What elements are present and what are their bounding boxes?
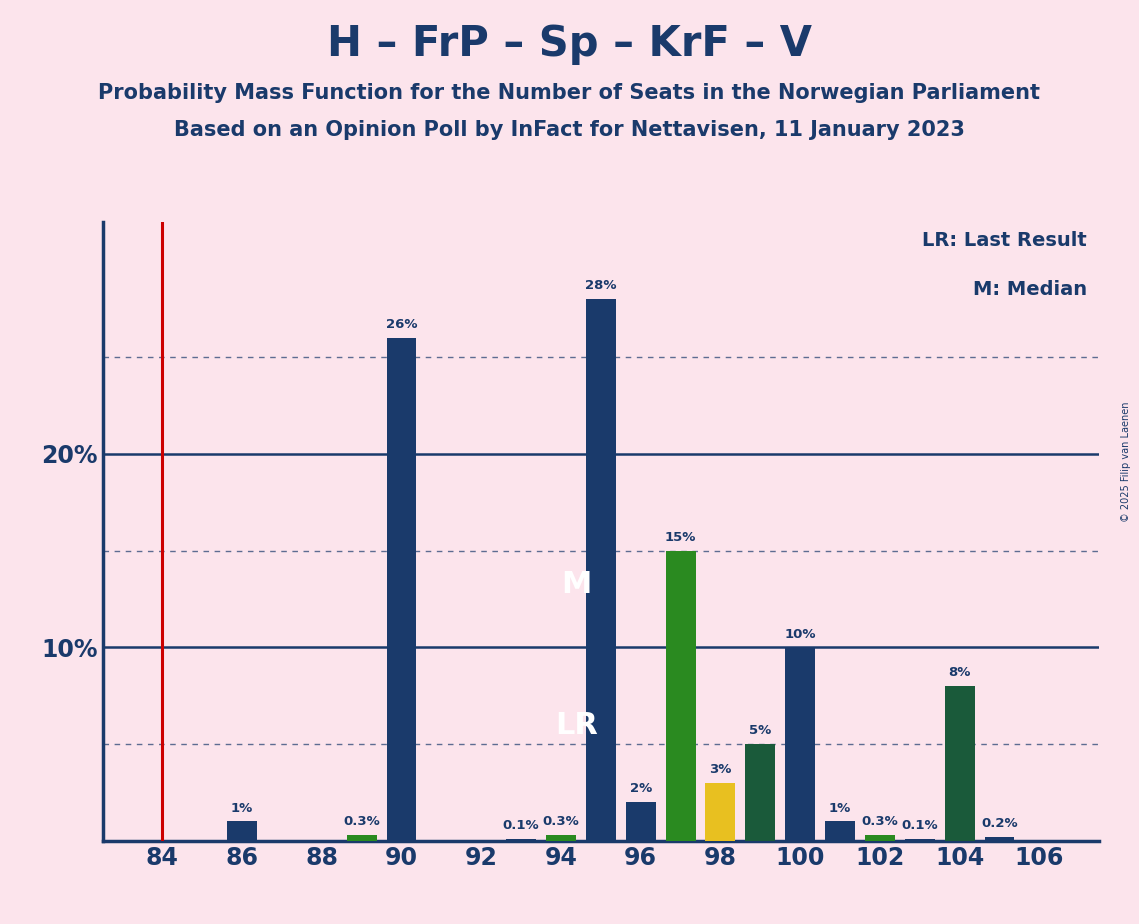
Text: 28%: 28%: [585, 279, 616, 292]
Bar: [825, 821, 855, 841]
Text: Based on an Opinion Poll by InFact for Nettavisen, 11 January 2023: Based on an Opinion Poll by InFact for N…: [174, 120, 965, 140]
Text: M: Median: M: Median: [973, 280, 1088, 298]
Text: LR: LR: [556, 711, 598, 740]
Text: 1%: 1%: [829, 802, 851, 815]
Text: LR: Last Result: LR: Last Result: [923, 231, 1088, 250]
Bar: [506, 839, 536, 841]
Bar: [785, 648, 816, 841]
Text: 15%: 15%: [665, 531, 696, 544]
Text: 0.1%: 0.1%: [901, 820, 939, 833]
Bar: [227, 821, 257, 841]
Text: 0.3%: 0.3%: [861, 815, 899, 828]
Bar: [904, 839, 935, 841]
Text: 3%: 3%: [710, 763, 731, 776]
Text: 26%: 26%: [386, 318, 417, 331]
Bar: [585, 299, 616, 841]
Bar: [346, 835, 377, 841]
Text: H – FrP – Sp – KrF – V: H – FrP – Sp – KrF – V: [327, 23, 812, 65]
Text: 2%: 2%: [630, 783, 652, 796]
Bar: [705, 783, 736, 841]
Text: 5%: 5%: [749, 724, 771, 737]
Bar: [665, 551, 696, 841]
Text: M: M: [562, 570, 592, 599]
Bar: [546, 835, 576, 841]
Bar: [865, 835, 895, 841]
Bar: [984, 837, 1015, 841]
Text: 0.2%: 0.2%: [981, 817, 1018, 830]
Text: 1%: 1%: [231, 802, 253, 815]
Text: 0.3%: 0.3%: [542, 815, 580, 828]
Bar: [386, 338, 417, 841]
Text: © 2025 Filip van Laenen: © 2025 Filip van Laenen: [1121, 402, 1131, 522]
Text: 0.3%: 0.3%: [343, 815, 380, 828]
Bar: [944, 686, 975, 841]
Text: 10%: 10%: [785, 627, 816, 640]
Bar: [745, 744, 776, 841]
Text: 0.1%: 0.1%: [502, 820, 540, 833]
Text: Probability Mass Function for the Number of Seats in the Norwegian Parliament: Probability Mass Function for the Number…: [98, 83, 1041, 103]
Bar: [625, 802, 656, 841]
Text: 8%: 8%: [949, 666, 970, 679]
